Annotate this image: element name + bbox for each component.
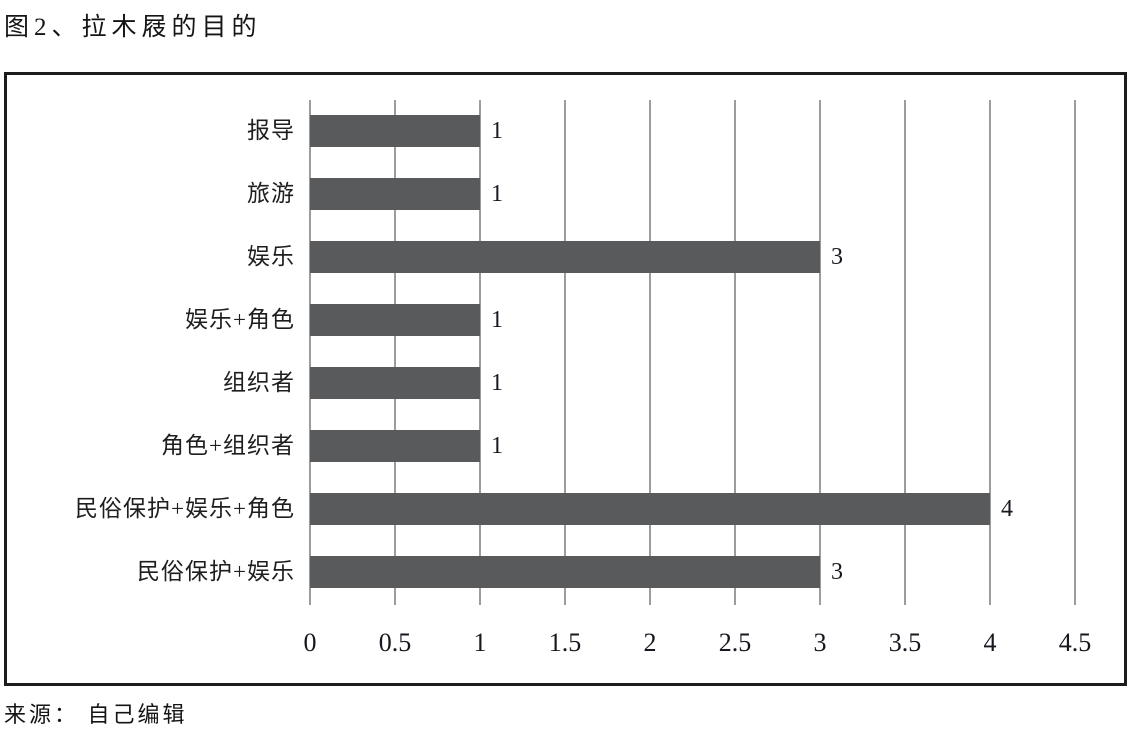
gridline xyxy=(734,100,736,605)
gridline xyxy=(649,100,651,605)
category-label: 组织者 xyxy=(223,370,295,395)
category-label: 民俗保护+娱乐+角色 xyxy=(75,496,295,521)
bar-value-label: 1 xyxy=(491,307,503,333)
bar xyxy=(310,241,820,273)
bar xyxy=(310,556,820,588)
bar-value-label: 1 xyxy=(491,370,503,396)
bar-value-label: 4 xyxy=(1001,496,1013,522)
bar-value-label: 1 xyxy=(491,181,503,207)
x-tick-label: 2 xyxy=(643,628,657,657)
bar xyxy=(310,367,480,399)
category-label: 报导 xyxy=(247,118,295,143)
source-note: 来源： 自己编辑 xyxy=(4,702,188,727)
category-label: 角色+组织者 xyxy=(161,433,295,458)
x-tick-label: 2.5 xyxy=(718,628,752,657)
x-tick-label: 1 xyxy=(473,628,487,657)
x-tick-label: 0 xyxy=(303,628,317,657)
bar xyxy=(310,304,480,336)
x-tick-label: 3.5 xyxy=(888,628,922,657)
category-label: 民俗保护+娱乐 xyxy=(137,559,295,584)
figure-title: 图2、拉木屐的目的 xyxy=(4,14,262,41)
gridline xyxy=(819,100,821,605)
gridline xyxy=(309,100,311,605)
gridline xyxy=(1074,100,1076,605)
gridline xyxy=(394,100,396,605)
x-tick-label: 1.5 xyxy=(548,628,582,657)
gridline xyxy=(989,100,991,605)
plot-area: 0 0.5 1 1.5 2 2.5 3 3.5 4 4.5 报导 1 旅游 1 娱乐 3 娱乐+角色 1 组织者 1 角… xyxy=(7,75,1124,683)
bar-value-label: 3 xyxy=(831,244,843,270)
category-label: 旅游 xyxy=(247,181,295,206)
bar-value-label: 1 xyxy=(491,433,503,459)
bar xyxy=(310,178,480,210)
gridline xyxy=(904,100,906,605)
bar xyxy=(310,115,480,147)
category-label: 娱乐 xyxy=(247,244,295,269)
x-tick-label: 4.5 xyxy=(1058,628,1092,657)
bar-value-label: 3 xyxy=(831,559,843,585)
chart-frame: 0 0.5 1 1.5 2 2.5 3 3.5 4 4.5 报导 1 旅游 1 娱乐 3 娱乐+角色 1 组织者 1 角… xyxy=(4,72,1127,686)
x-tick-label: 0.5 xyxy=(378,628,412,657)
bar xyxy=(310,493,990,525)
category-label: 娱乐+角色 xyxy=(185,307,295,332)
gridline xyxy=(479,100,481,605)
bar-value-label: 1 xyxy=(491,118,503,144)
bar xyxy=(310,430,480,462)
x-tick-label: 3 xyxy=(813,628,827,657)
x-tick-label: 4 xyxy=(983,628,997,657)
gridline xyxy=(564,100,566,605)
